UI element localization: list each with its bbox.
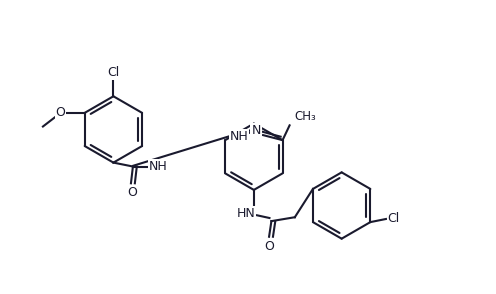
Text: HN: HN [237, 207, 255, 220]
Text: O: O [56, 106, 65, 119]
Text: O: O [264, 240, 274, 253]
Text: O: O [127, 186, 137, 199]
Text: NH: NH [230, 130, 248, 143]
Text: CH₃: CH₃ [294, 110, 316, 123]
Text: N: N [251, 123, 261, 136]
Text: Cl: Cl [388, 213, 400, 225]
Text: NH: NH [149, 160, 168, 173]
Text: Cl: Cl [107, 66, 120, 78]
